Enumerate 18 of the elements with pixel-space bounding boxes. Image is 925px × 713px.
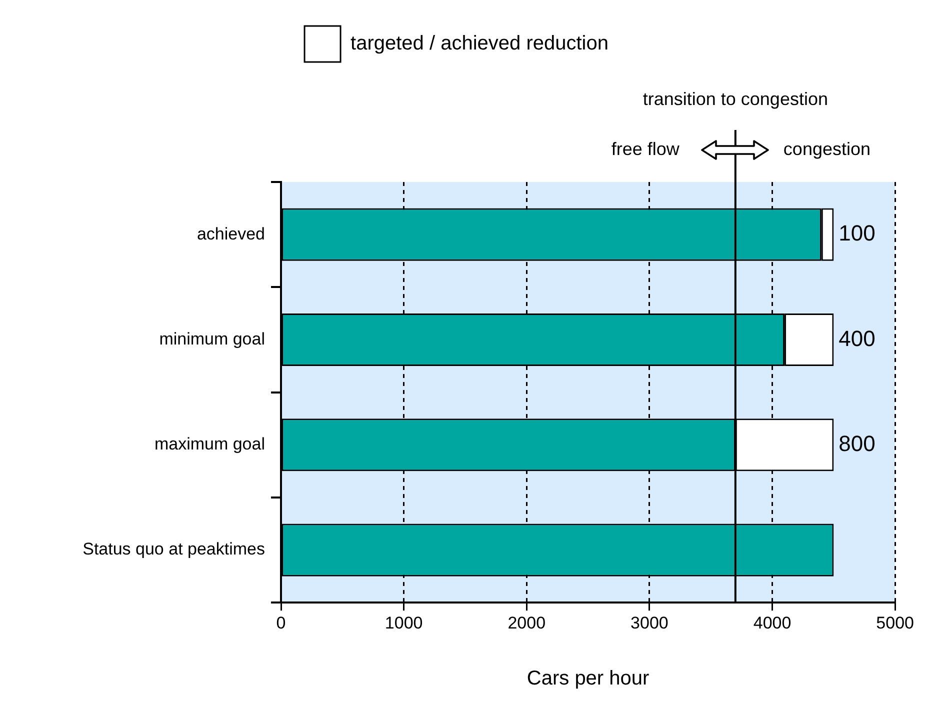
x-axis-title: Cars per hour [526,668,650,690]
y-tick-label: Status quo at peaktimes [82,540,265,559]
x-tick-label: 5000 [876,613,914,632]
text: free flow [611,138,680,159]
x-tick-label: 0 [276,613,286,632]
data-label: 400 [838,326,876,351]
y-tick-label: maximum goal [154,434,265,454]
ref-line-label: transition to congestion [642,89,828,109]
x-tick-label: 3000 [630,613,668,632]
x-tick-label: 2000 [508,613,546,632]
x-tick-label: 4000 [753,613,792,632]
y-tick-label: achieved [196,224,265,244]
legend-label: targeted / achieved reduction [350,32,608,55]
text: congestion [783,138,871,159]
x-tick-label: 1000 [384,613,423,632]
data-label: 800 [838,430,876,456]
data-label: 100 [838,220,876,246]
y-tick-label: minimum goal [159,329,265,348]
